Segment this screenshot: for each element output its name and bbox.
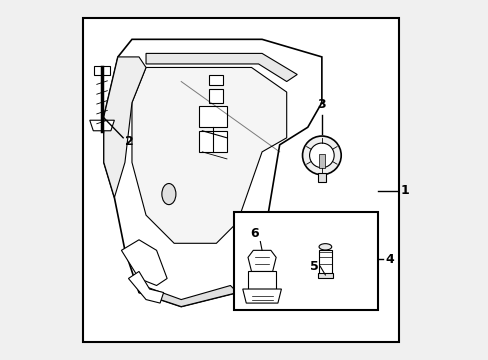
Circle shape [309,143,333,168]
Polygon shape [128,271,163,303]
Text: 6: 6 [250,228,259,240]
Bar [199,106,226,127]
Text: 4: 4 [385,253,393,266]
Text: 3: 3 [317,98,325,112]
Bar [317,273,332,279]
Bar [317,173,325,182]
Polygon shape [146,53,297,81]
Polygon shape [132,67,286,243]
Bar [233,212,377,310]
Polygon shape [90,120,114,131]
Bar [94,66,110,75]
Bar [247,271,276,289]
Circle shape [302,136,341,175]
Polygon shape [242,289,281,303]
Text: 2: 2 [124,135,133,148]
Bar [209,89,223,103]
Bar [318,250,331,275]
Polygon shape [139,285,237,307]
Text: 5: 5 [310,260,318,273]
Text: 1: 1 [400,184,409,197]
Ellipse shape [162,184,176,204]
Polygon shape [103,57,146,198]
Polygon shape [247,250,276,271]
Polygon shape [121,240,167,285]
Ellipse shape [318,244,331,250]
Bar [199,131,226,152]
Polygon shape [103,39,321,307]
Bar [209,75,223,85]
Bar [318,154,324,168]
